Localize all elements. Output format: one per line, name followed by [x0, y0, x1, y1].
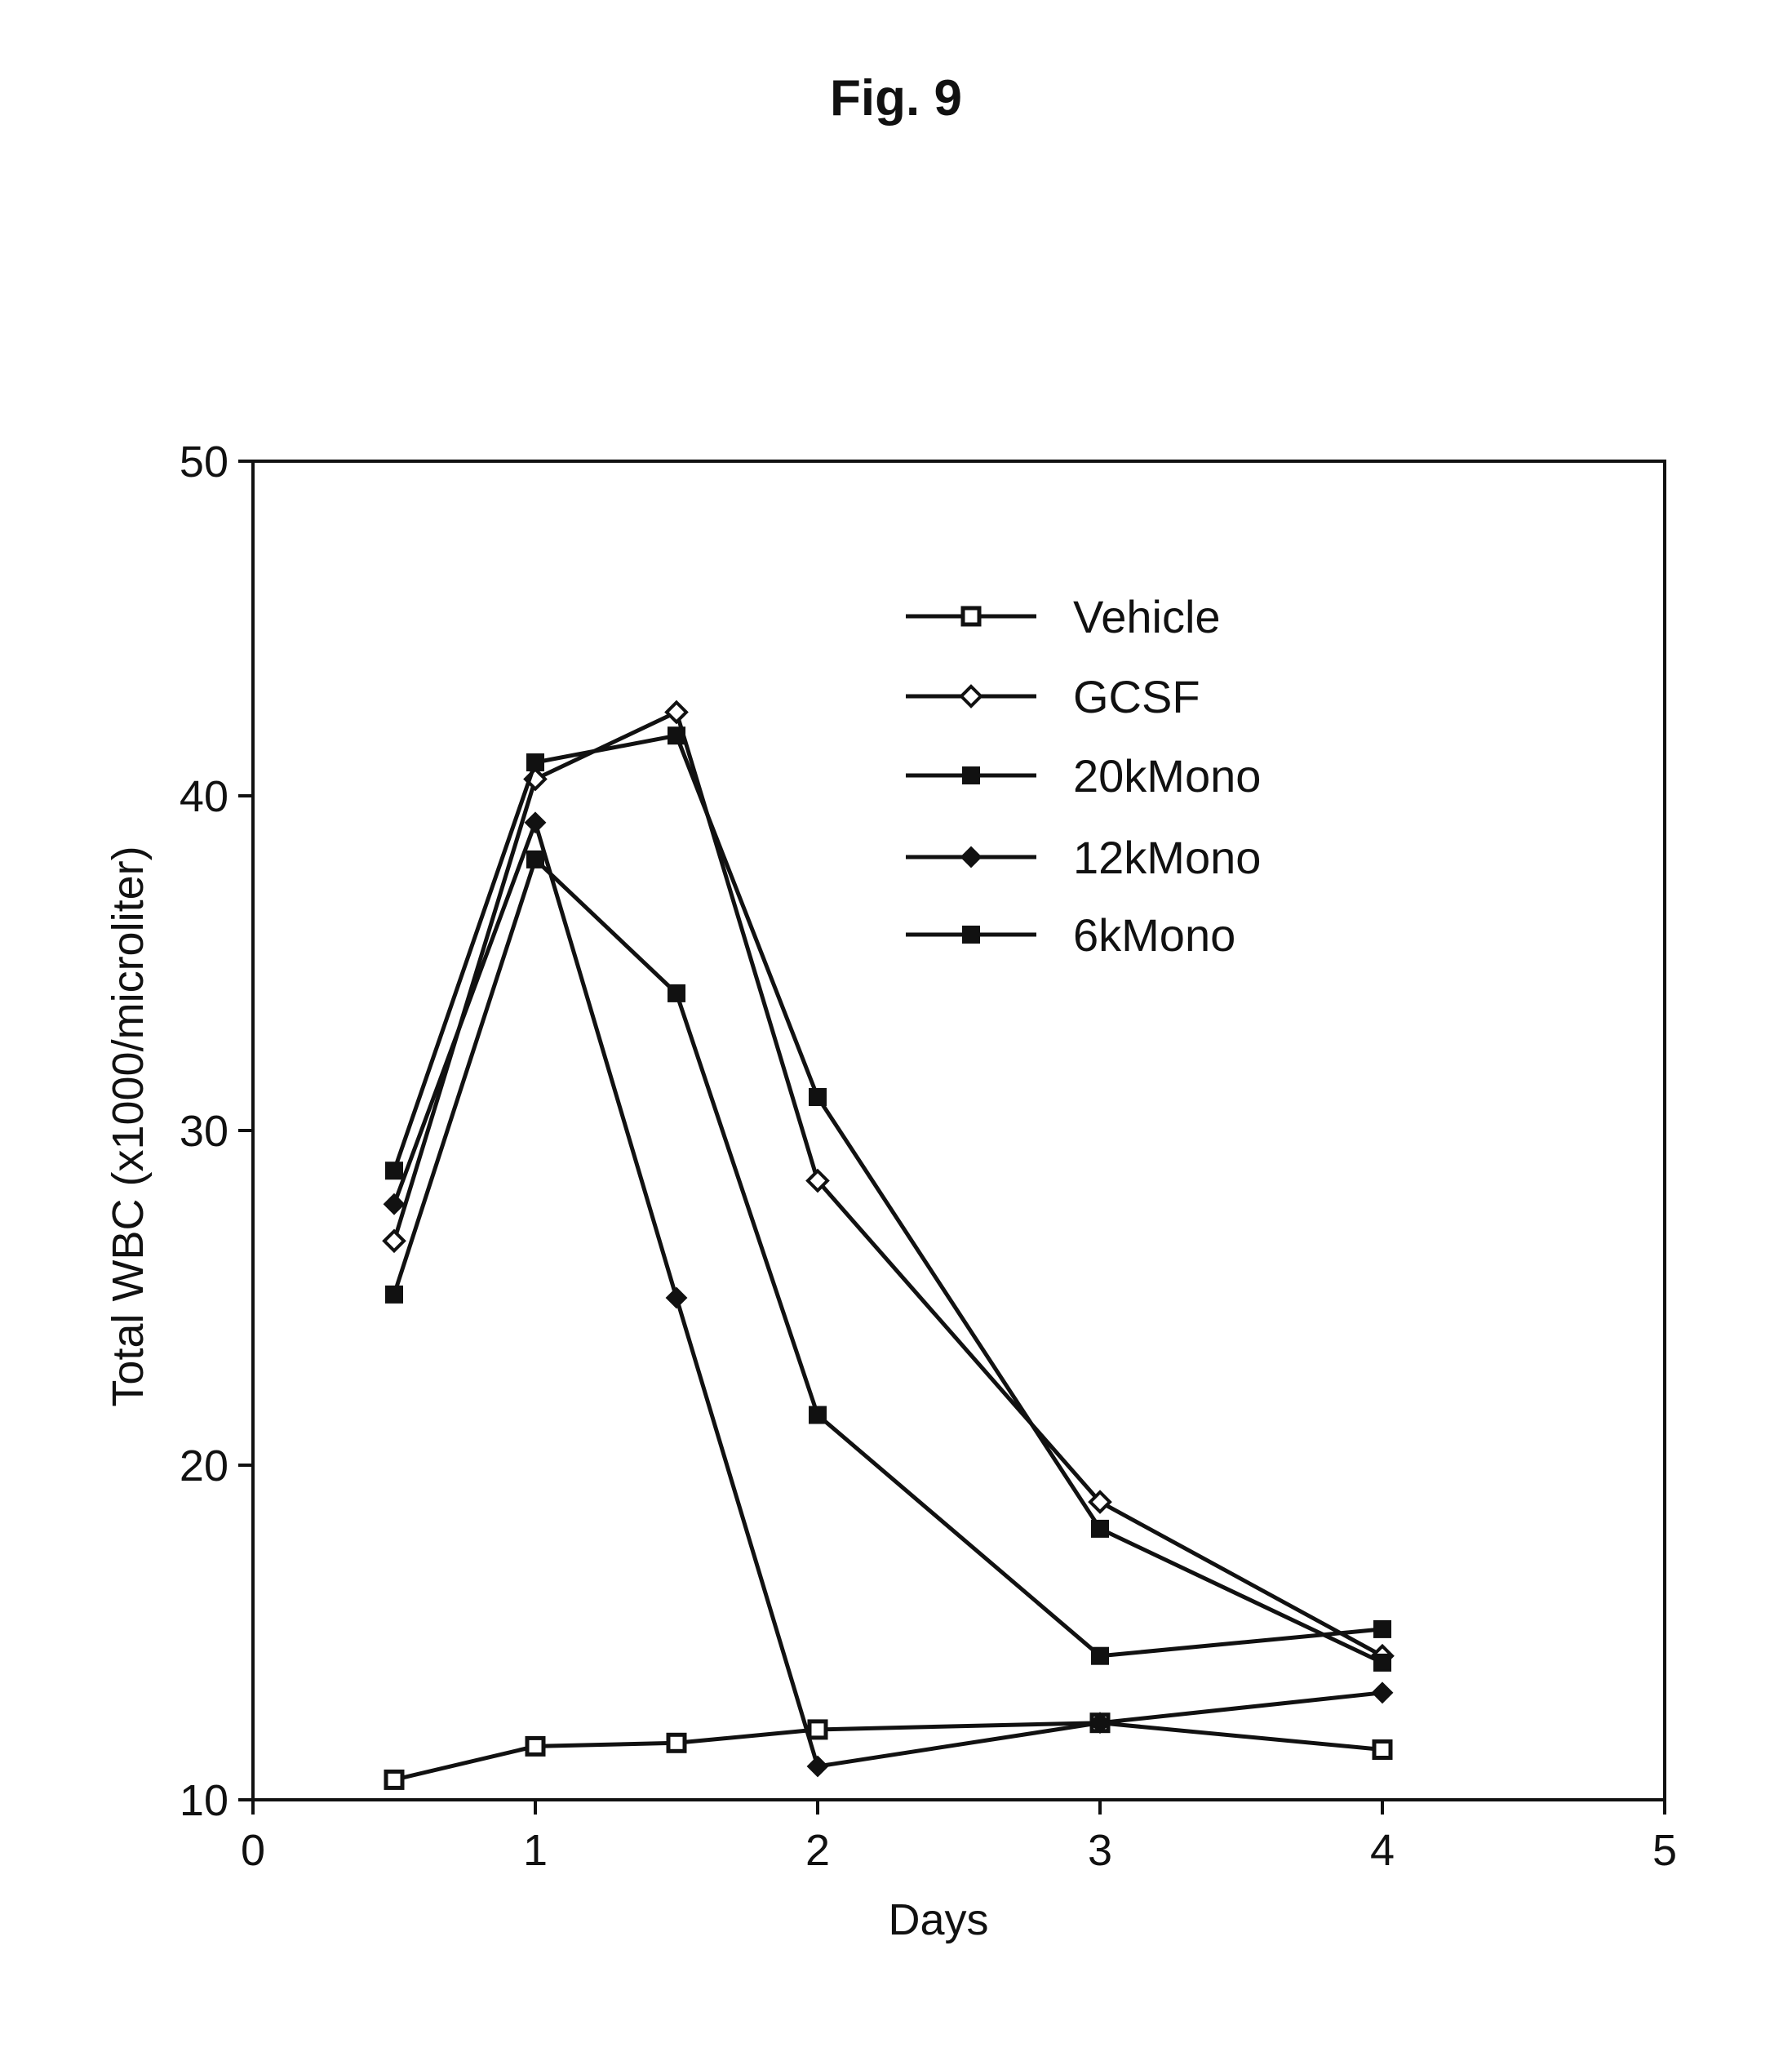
data-point — [1374, 1742, 1391, 1758]
data-point — [668, 985, 685, 1002]
data-point — [808, 1757, 827, 1776]
data-point — [526, 813, 545, 833]
data-point — [810, 1089, 826, 1105]
x-tick-label: 4 — [1370, 1826, 1395, 1875]
x-tick-label: 1 — [523, 1826, 548, 1875]
data-point — [1374, 1621, 1391, 1637]
data-point — [1373, 1683, 1392, 1703]
data-point — [386, 1162, 402, 1179]
data-point — [1092, 1648, 1108, 1664]
x-tick-label: 2 — [805, 1826, 830, 1875]
legend-marker — [963, 608, 979, 624]
legend-item: 12kMono — [906, 832, 1261, 883]
y-tick-label: 20 — [180, 1441, 228, 1490]
data-point — [667, 703, 686, 722]
y-tick-label: 30 — [180, 1107, 228, 1156]
y-tick-label: 10 — [180, 1776, 228, 1825]
legend-marker — [961, 686, 981, 706]
x-tick-label: 0 — [241, 1826, 265, 1875]
data-point — [384, 1194, 404, 1214]
y-tick-label: 50 — [180, 438, 228, 486]
y-tick-label: 40 — [180, 772, 228, 821]
legend-label: Vehicle — [1073, 591, 1221, 642]
legend-label: 6kMono — [1073, 909, 1235, 961]
data-point — [386, 1771, 402, 1788]
legend-item: GCSF — [906, 671, 1200, 722]
data-point — [386, 1286, 402, 1303]
plot-border — [253, 461, 1665, 1800]
data-point — [668, 727, 685, 744]
legend-item: 6kMono — [906, 909, 1235, 961]
series-vehicle — [386, 1715, 1391, 1788]
data-point — [527, 1738, 543, 1754]
legend-label: 12kMono — [1073, 832, 1261, 883]
data-point — [667, 1288, 686, 1308]
data-point — [1374, 1655, 1391, 1671]
x-tick-label: 3 — [1088, 1826, 1112, 1875]
line-chart: 0 1 2 3 4 5 10 20 30 40 50 Vehicle GCSF 20kMono 12kMo… — [0, 0, 1792, 2070]
legend-item: Vehicle — [906, 591, 1221, 642]
series-line — [394, 823, 1382, 1766]
legend-marker — [961, 847, 981, 867]
data-point — [527, 851, 543, 868]
legend-label: GCSF — [1073, 671, 1200, 722]
data-point — [1092, 1521, 1108, 1537]
data-point — [384, 1231, 404, 1250]
legend-label: 20kMono — [1073, 750, 1261, 802]
legend-marker — [963, 767, 979, 784]
legend-item: 20kMono — [906, 750, 1261, 802]
x-axis-title: Days — [888, 1895, 988, 1944]
data-point — [810, 1721, 826, 1738]
legend-marker — [963, 926, 979, 943]
series-12kmono — [384, 813, 1392, 1776]
data-point — [668, 1735, 685, 1751]
data-point — [527, 754, 543, 771]
data-point — [810, 1407, 826, 1424]
y-axis-title: Total WBC (x1000/microliter) — [104, 846, 153, 1406]
axis-ticks: 0 1 2 3 4 5 10 20 30 40 50 — [180, 438, 1677, 1875]
x-tick-label: 5 — [1652, 1826, 1677, 1875]
legend: Vehicle GCSF 20kMono 12kMono 6kMono — [906, 591, 1261, 961]
series-line — [394, 860, 1382, 1656]
series-6kmono — [386, 851, 1391, 1664]
plot-frame — [253, 461, 1665, 1800]
